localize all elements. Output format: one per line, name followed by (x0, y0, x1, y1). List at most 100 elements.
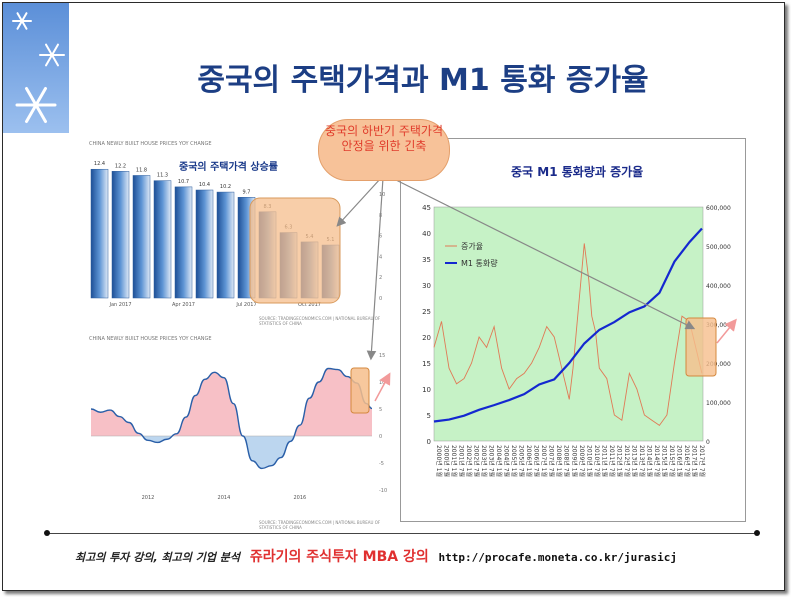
y-left-tick-label: 35 (422, 256, 431, 264)
footer: 최고의 투자 강의, 최고의 기업 분석 쥬라기의 주식투자 MBA 강의 ht… (75, 546, 677, 566)
y-right-tick-label: 500,000 (706, 244, 731, 251)
bar-chart-header: CHINA NEWLY BUILT HOUSE PRICES YOY CHANG… (89, 141, 212, 147)
x-tick-label: 2008년 7월 (563, 445, 571, 477)
x-tick-label: 2006년 1월 (525, 445, 533, 477)
x-tick-label: 2016 (293, 495, 306, 501)
y-right-tick-label: 100,000 (706, 400, 731, 407)
area-chart-source: SOURCE: TRADINGECONOMICS.COM | NATIONAL … (259, 520, 381, 530)
x-tick-label: 2017년 7월 (698, 445, 706, 477)
x-tick-label: 2005년 7월 (518, 445, 526, 477)
x-tick-label: 2004년 1월 (495, 445, 503, 477)
x-tick-label: 2002년 7월 (473, 445, 481, 477)
y-tick-label: 10 (379, 380, 385, 386)
bar-value-label: 10.2 (220, 184, 231, 190)
x-tick-label: 2007년 1월 (540, 445, 548, 477)
x-tick-label: 2016년 1월 (675, 445, 683, 477)
y-tick-label: 15 (379, 353, 385, 359)
x-tick-label: 2002년 1월 (465, 445, 473, 477)
legend-growth-label: 증가율 (461, 242, 483, 251)
y-left-tick-label: 15 (422, 360, 431, 368)
divider-dot-left (44, 530, 50, 536)
x-tick-label: Jan 2017 (108, 302, 131, 308)
y-right-tick-label: 600,000 (706, 205, 731, 212)
bar-value-label: 6.3 (285, 225, 293, 231)
x-tick-label: 2000년 1월 (435, 445, 443, 477)
x-tick-label: 2008년 1월 (555, 445, 563, 477)
bar-value-label: 10.7 (178, 179, 189, 185)
y-right-tick-label: 200,000 (706, 361, 731, 368)
x-tick-label: 2014년 7월 (653, 445, 661, 477)
x-tick-label: Oct 2017 (298, 302, 321, 308)
x-tick-label: 2015년 1월 (660, 445, 668, 477)
x-tick-label: 2014 (218, 495, 231, 501)
x-tick-label: 2015년 7월 (668, 445, 676, 477)
y-right-tick-label: 0 (706, 439, 710, 446)
x-tick-label: 2001년 7월 (458, 445, 466, 477)
left-accent-bar (3, 3, 69, 133)
x-tick-label: 2004년 7월 (503, 445, 511, 477)
area-chart-plot: 15 10 5 0 -5 -10 2012 2014 2016 (90, 353, 387, 501)
y-left-tick-label: 10 (422, 386, 431, 394)
bar (132, 175, 151, 299)
bar-value-label: 8.3 (264, 204, 272, 210)
bar-value-label: 5.4 (306, 234, 314, 240)
y-tick-label: 6 (379, 234, 382, 240)
x-tick-label: 2013년 7월 (638, 445, 646, 477)
bar (237, 197, 256, 299)
y-tick-label: 10 (379, 192, 385, 198)
x-tick-label: 2012년 1월 (615, 445, 623, 477)
x-tick-label: 2014년 1월 (645, 445, 653, 477)
x-tick-label: 2000년 7월 (443, 445, 451, 477)
bar-value-label: 11.8 (136, 167, 147, 173)
bar (153, 180, 172, 299)
x-tick-label: Jul 2017 (235, 302, 256, 308)
bar-value-label: 10.4 (199, 182, 210, 188)
x-tick-label: 2010년 7월 (593, 445, 601, 477)
callout-bubble: 중국의 하반기 주택가격 안정을 위한 긴축 (318, 119, 450, 181)
x-tick-label: 2009년 7월 (578, 445, 586, 477)
m1-chart-plot: 0 5 10 15 20 25 30 35 40 45 0 100,000 200,000 300,000… (422, 204, 731, 477)
divider-dot-right (754, 530, 760, 536)
y-tick-label: -5 (379, 461, 384, 467)
m1-chart-frame: 중국 M1 통화량과 증가율 0 5 10 15 20 25 30 35 40 45 0 100,00… (400, 138, 746, 522)
x-tick-label: 2012년 7월 (623, 445, 631, 477)
y-tick-label: 8 (379, 213, 382, 219)
y-tick-label: 5 (379, 407, 382, 413)
bar-value-label: 5.1 (327, 237, 335, 243)
x-tick-label: 2003년 7월 (488, 445, 496, 477)
y-left-tick-label: 30 (422, 282, 431, 290)
x-tick-label: 2012 (142, 495, 155, 501)
x-tick-label: 2009년 1월 (570, 445, 578, 477)
bar (258, 211, 277, 299)
snowflake-icon (12, 12, 65, 123)
bar (300, 241, 319, 299)
positive-area (91, 368, 372, 436)
x-tick-label: 2001년 1월 (450, 445, 458, 477)
bar-chart-title: 중국의 주택가격 상승률 (179, 162, 278, 173)
bar (111, 171, 130, 299)
x-tick-label: Apr 2017 (172, 302, 195, 308)
x-tick-label: 2011년 1월 (600, 445, 608, 477)
x-tick-label: 2006년 7월 (533, 445, 541, 477)
y-right-tick-label: 400,000 (706, 283, 731, 290)
y-right-tick-label: 300,000 (706, 322, 731, 329)
footer-url[interactable]: http://procafe.moneta.co.kr/jurasicj (438, 551, 677, 564)
slide-title: 중국의 주택가격과 M1 통화 증가율 (197, 63, 649, 98)
bar-value-label: 12.4 (94, 161, 105, 167)
x-tick-label: 2003년 1월 (480, 445, 488, 477)
bar (174, 186, 193, 299)
slide: 중국의 주택가격과 M1 통화 증가율 CHINA NEWLY BUILT HO… (2, 2, 785, 591)
x-tick-label: 2005년 1월 (510, 445, 518, 477)
bar-value-label: 9.7 (243, 189, 251, 195)
x-tick-label: 2013년 1월 (630, 445, 638, 477)
y-left-tick-label: 40 (422, 230, 431, 238)
footer-brand[interactable]: 쥬라기의 주식투자 MBA 강의 (249, 549, 429, 565)
bar-value-label: 11.3 (157, 173, 168, 179)
house-price-line (90, 367, 373, 470)
footer-tagline: 최고의 투자 강의, 최고의 기업 분석 (75, 551, 241, 564)
x-tick-label: 2011년 7월 (608, 445, 616, 477)
y-left-tick-label: 0 (427, 438, 431, 446)
x-tick-label: 2017년 1월 (690, 445, 698, 477)
y-tick-label: 4 (379, 254, 382, 260)
footer-divider (47, 533, 757, 534)
